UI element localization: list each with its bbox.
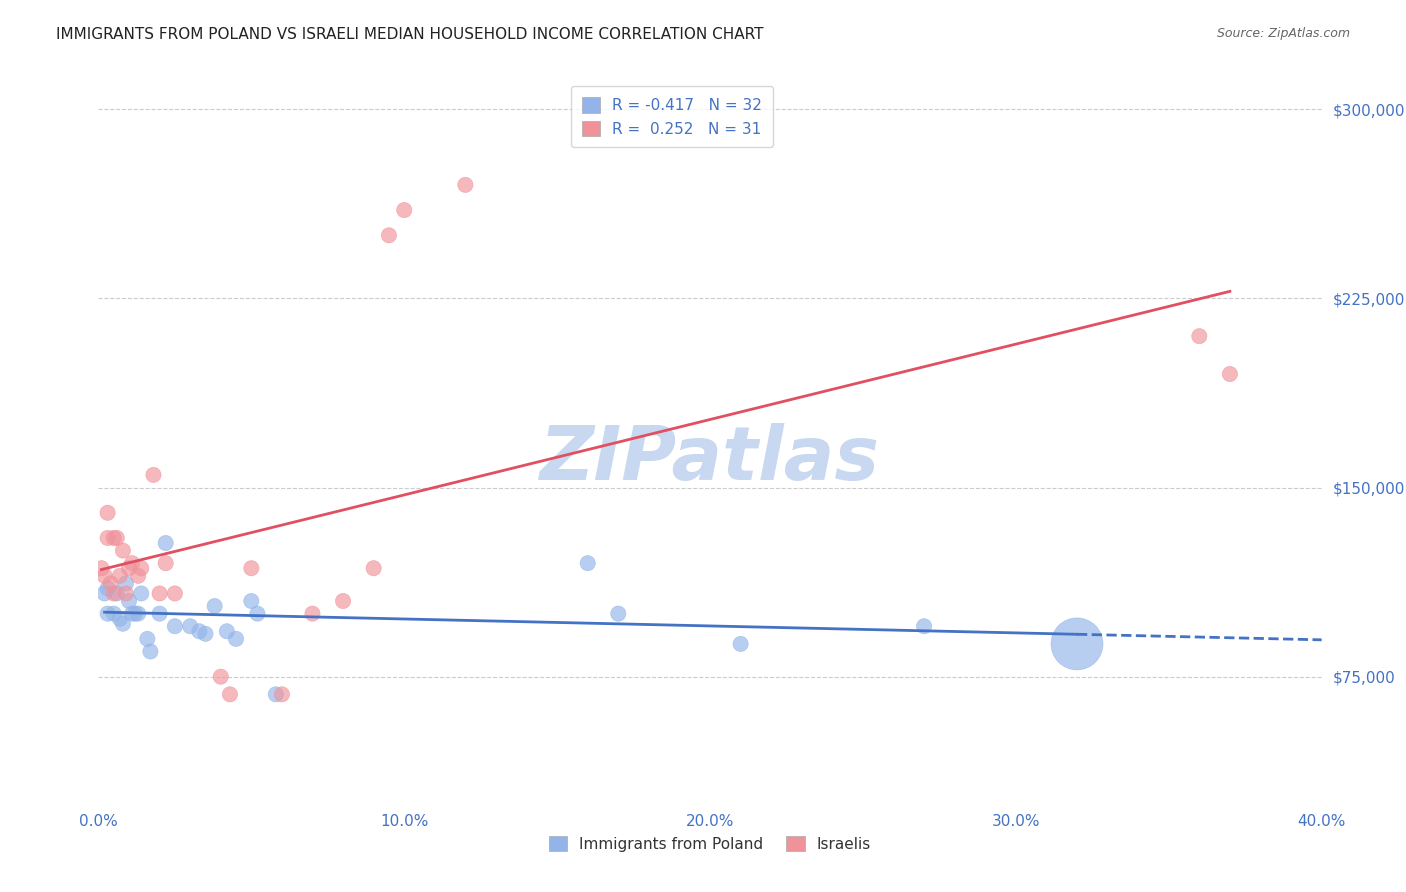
Point (100, 576, 122, 591)
Point (149, 586, 172, 600)
Point (142, 467, 165, 482)
Point (124, 607, 146, 621)
Point (121, 607, 143, 621)
Point (194, 627, 217, 641)
Point (149, 607, 172, 621)
Point (240, 561, 263, 575)
Point (105, 531, 128, 545)
Text: IMMIGRANTS FROM POLAND VS ISRAELI MEDIAN HOUSEHOLD INCOME CORRELATION CHART: IMMIGRANTS FROM POLAND VS ISRAELI MEDIAN… (56, 27, 763, 42)
Point (155, 536, 177, 550)
Point (363, 561, 385, 575)
Point (240, 594, 263, 608)
Point (301, 607, 323, 621)
Legend: Immigrants from Poland, Israelis: Immigrants from Poland, Israelis (540, 827, 880, 861)
Point (155, 556, 177, 570)
Text: Source: ZipAtlas.com: Source: ZipAtlas.com (1216, 27, 1350, 40)
Point (118, 594, 141, 608)
Point (576, 556, 599, 570)
Point (730, 637, 752, 651)
Point (179, 619, 201, 633)
Point (215, 624, 238, 639)
Point (118, 561, 141, 575)
Point (264, 687, 287, 701)
Point (1219, 367, 1241, 381)
Point (209, 670, 232, 684)
Point (332, 594, 354, 608)
Point (105, 586, 128, 600)
Point (103, 531, 125, 545)
Point (454, 178, 477, 192)
Text: ZIPatlas: ZIPatlas (540, 423, 880, 496)
Point (93, 569, 115, 583)
Point (121, 556, 143, 570)
Point (108, 612, 131, 626)
Point (1066, 637, 1088, 651)
Point (93, 586, 115, 600)
Point (127, 569, 149, 583)
Point (378, 228, 401, 243)
Point (912, 619, 935, 633)
Point (97, 607, 120, 621)
Point (129, 586, 152, 600)
Point (163, 619, 186, 633)
Point (111, 616, 134, 631)
Point (97, 506, 120, 520)
Point (225, 632, 247, 646)
Point (204, 599, 226, 613)
Point (1188, 329, 1211, 343)
Point (97, 531, 120, 545)
Point (127, 607, 149, 621)
Point (103, 607, 125, 621)
Point (139, 644, 162, 658)
Point (607, 607, 630, 621)
Point (103, 586, 125, 600)
Point (115, 576, 138, 591)
Point (97, 582, 120, 596)
Point (115, 586, 138, 600)
Point (219, 687, 242, 701)
Point (129, 561, 152, 575)
Point (246, 607, 269, 621)
Point (90, 561, 112, 575)
Point (270, 687, 292, 701)
Point (392, 203, 416, 218)
Point (188, 624, 211, 639)
Point (163, 586, 186, 600)
Point (108, 569, 131, 583)
Point (136, 632, 159, 646)
Point (111, 543, 134, 558)
